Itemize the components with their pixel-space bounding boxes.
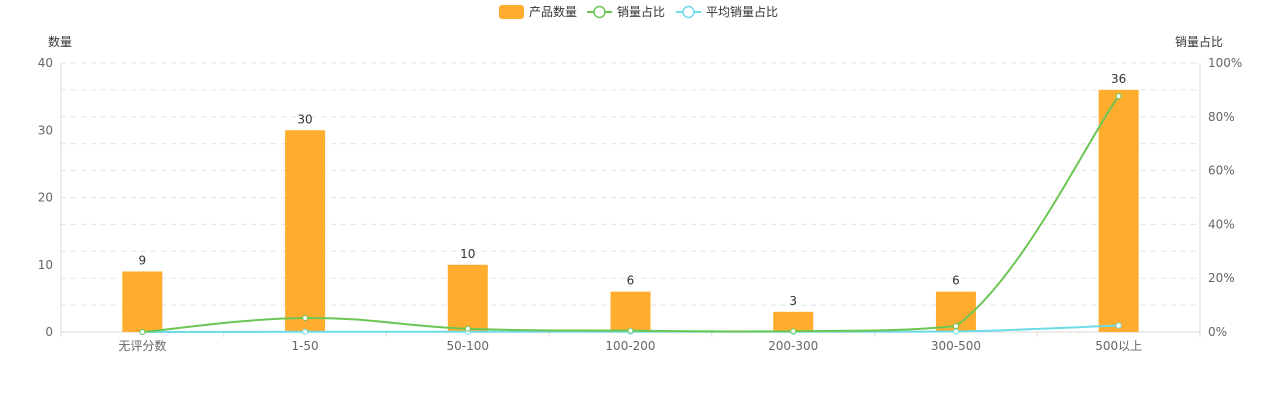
right-axis-tick-label: 20% — [1208, 271, 1235, 285]
line-point-avg-sales-share — [1115, 322, 1122, 329]
line-point-sales-share — [1115, 93, 1122, 100]
bar-value-label: 3 — [789, 294, 797, 308]
bar — [773, 311, 814, 332]
bar-value-label: 9 — [139, 253, 147, 267]
x-axis-category-label: 200-300 — [768, 339, 818, 353]
legend-item-avg-sales-share[interactable]: 平均销量占比 — [676, 4, 778, 19]
legend-marker-avg-sales-share — [682, 5, 695, 19]
legend-label-sales-share: 销量占比 — [617, 4, 665, 19]
right-axis-tick-label: 60% — [1208, 164, 1235, 178]
line-point-sales-share — [302, 315, 309, 322]
x-axis-category-label: 500以上 — [1095, 339, 1142, 353]
legend-marker-sales-share — [593, 5, 606, 19]
x-axis-category-label: 100-200 — [605, 339, 655, 353]
line-point-sales-share — [627, 327, 634, 334]
right-axis-title: 销量占比 — [1175, 34, 1223, 49]
bar — [122, 271, 163, 332]
legend-item-sales-share[interactable]: 销量占比 — [587, 4, 665, 19]
legend-item-product-count[interactable]: 产品数量 — [499, 4, 577, 19]
bar-value-label: 36 — [1111, 72, 1126, 86]
right-axis-tick-label: 80% — [1208, 110, 1235, 124]
bar-value-label: 30 — [297, 112, 312, 126]
left-axis-title: 数量 — [48, 34, 72, 49]
grid — [61, 62, 1200, 306]
line-point-sales-share — [139, 329, 146, 335]
right-axis-tick-label: 0% — [1208, 325, 1227, 339]
legend: 产品数量 销量占比 平均销量占比 — [499, 4, 778, 19]
line-point-avg-sales-share — [952, 328, 959, 335]
right-axis-tick-label: 40% — [1208, 217, 1235, 231]
x-axis-category-label: 300-500 — [931, 339, 981, 353]
left-axis-tick-label: 40 — [38, 56, 53, 70]
left-axis-tick-label: 20 — [38, 191, 53, 205]
legend-swatch-product-count — [499, 5, 524, 19]
line-point-sales-share — [952, 323, 959, 330]
line-point-sales-share — [790, 328, 797, 335]
bar — [285, 130, 326, 332]
bar-value-label: 6 — [952, 274, 960, 288]
bar — [1098, 89, 1139, 333]
left-axis-tick-label: 10 — [38, 258, 53, 272]
left-axis-tick-label: 30 — [38, 123, 53, 137]
right-axis-tick-label: 100% — [1208, 56, 1242, 70]
x-axis-category-label: 1-50 — [291, 339, 318, 353]
bar-value-label: 10 — [460, 247, 475, 261]
legend-label-avg-sales-share: 平均销量占比 — [706, 4, 778, 19]
bars — [122, 89, 1139, 333]
x-axis-category-label: 50-100 — [447, 339, 490, 353]
left-axis-tick-label: 0 — [45, 325, 53, 339]
lines — [139, 93, 1122, 335]
legend-label-product-count: 产品数量 — [529, 4, 577, 19]
bar — [447, 264, 488, 332]
labels: 0 10 20 30 40 0% 20% 40% 60% 80% 100% 无评分数 1-50 50-10… — [38, 56, 1243, 353]
bar — [610, 291, 651, 332]
line-point-sales-share — [464, 325, 471, 332]
bar-value-label: 6 — [627, 274, 635, 288]
x-axis-category-label: 无评分数 — [118, 338, 166, 353]
line-point-avg-sales-share — [302, 328, 309, 335]
